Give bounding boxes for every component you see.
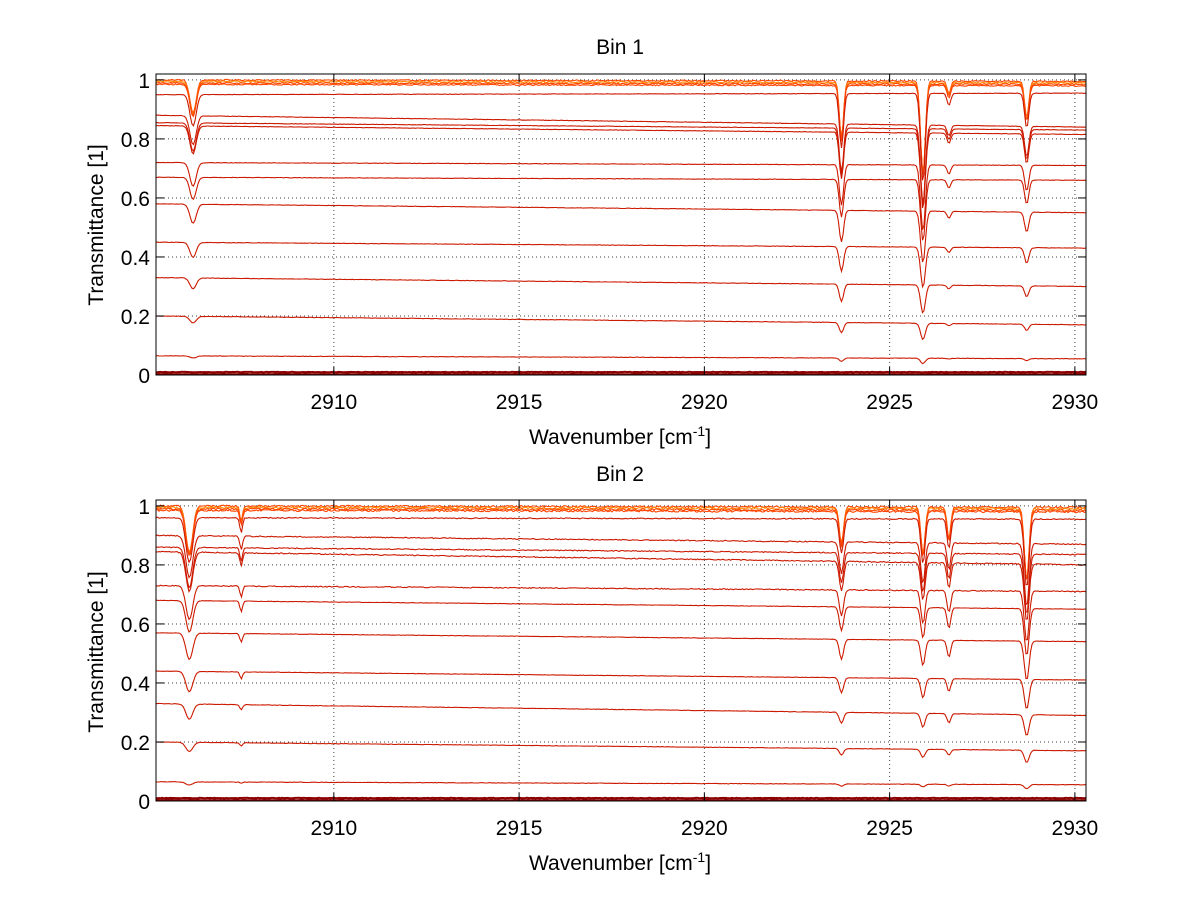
spectrum-line <box>155 81 1087 175</box>
y-tick-label: 0.8 <box>121 129 150 152</box>
spectrum-line <box>155 83 1086 176</box>
x-axis-label: Wavenumber [cm-1] <box>529 849 711 875</box>
spectrum-line <box>155 80 1087 174</box>
x-tick-label: 2915 <box>496 817 543 840</box>
y-tick-label: 0.2 <box>121 306 150 329</box>
spectrum-line <box>155 114 1087 203</box>
chart-panel-bin1: Bin 1 2910 2915 2920 2925 2930 0 0.2 0.4 0.6 0.8 1… <box>85 36 1098 449</box>
y-tick-label: 0.8 <box>121 555 150 578</box>
spectrum-line <box>155 161 1087 230</box>
spectrum-line <box>155 276 1087 314</box>
spectrum-line <box>155 370 1087 374</box>
y-axis-label: Transmittance [1] <box>85 144 108 305</box>
y-axis-label: Transmittance [1] <box>85 571 108 732</box>
x-tick-label: 2925 <box>866 391 913 414</box>
spectrum-line <box>155 516 1087 586</box>
x-axis-label: Wavenumber [cm-1] <box>529 423 711 449</box>
spectrum-line <box>155 796 1086 800</box>
x-tick-label: 2915 <box>496 391 543 414</box>
axes-box <box>155 499 1087 802</box>
y-tick-label: 0.6 <box>121 614 150 637</box>
x-tick-label: 2930 <box>1052 391 1099 414</box>
spectrum-line <box>155 584 1087 641</box>
series-group <box>155 78 1087 376</box>
y-tick-label: 0.4 <box>121 247 151 270</box>
spectrum-line <box>155 599 1086 655</box>
spectrum-line <box>155 506 1087 579</box>
spectrum-line <box>155 241 1087 289</box>
spectrum-line <box>155 508 1087 581</box>
y-tick-label: 0 <box>138 365 150 388</box>
spectrum-line <box>156 632 1087 680</box>
y-tick-label: 1 <box>138 496 150 519</box>
spectrum-line <box>156 670 1086 709</box>
y-tick-label: 1 <box>138 70 150 93</box>
spectrum-line <box>155 355 1087 365</box>
x-tick-label: 2910 <box>310 817 357 840</box>
spectrum-line <box>155 741 1087 763</box>
spectrum-line <box>155 781 1086 790</box>
spectrum-line <box>155 122 1087 205</box>
spectrum-line <box>155 315 1086 341</box>
spectrum-line <box>156 92 1087 181</box>
spectrum-line <box>155 798 1087 802</box>
spectrum-line <box>156 176 1087 241</box>
y-tick-label: 0.4 <box>121 673 151 696</box>
spectrum-line <box>155 550 1087 620</box>
tick-marks: 2910 2915 2920 2925 2930 0 0.2 0.4 0.6 0.8 1 <box>121 496 1098 840</box>
spectrum-line <box>155 124 1087 209</box>
spectrum-line <box>155 534 1087 606</box>
axes-box <box>155 73 1087 376</box>
spectrum-line <box>155 203 1087 263</box>
chart-title: Bin 1 <box>596 36 644 59</box>
chart-panel-bin2: Bin 2 2910 2915 2920 2925 2930 0 0.2 0.4 0.6 0.8 1… <box>85 463 1098 875</box>
x-tick-label: 2920 <box>681 817 728 840</box>
spectrum-line <box>155 546 1087 613</box>
tick-marks: 2910 2915 2920 2925 2930 0 0.2 0.4 0.6 0.8 1 <box>121 70 1098 414</box>
y-tick-label: 0 <box>138 791 150 814</box>
spectrum-line <box>155 504 1087 578</box>
y-tick-label: 0.2 <box>121 732 150 755</box>
series-group <box>155 504 1087 802</box>
chart-title: Bin 2 <box>596 463 644 486</box>
y-tick-label: 0.6 <box>121 188 150 211</box>
x-tick-label: 2920 <box>681 391 728 414</box>
spectrum-line <box>156 702 1087 736</box>
x-tick-label: 2910 <box>310 391 357 414</box>
x-tick-label: 2925 <box>866 817 913 840</box>
x-tick-label: 2930 <box>1052 817 1099 840</box>
